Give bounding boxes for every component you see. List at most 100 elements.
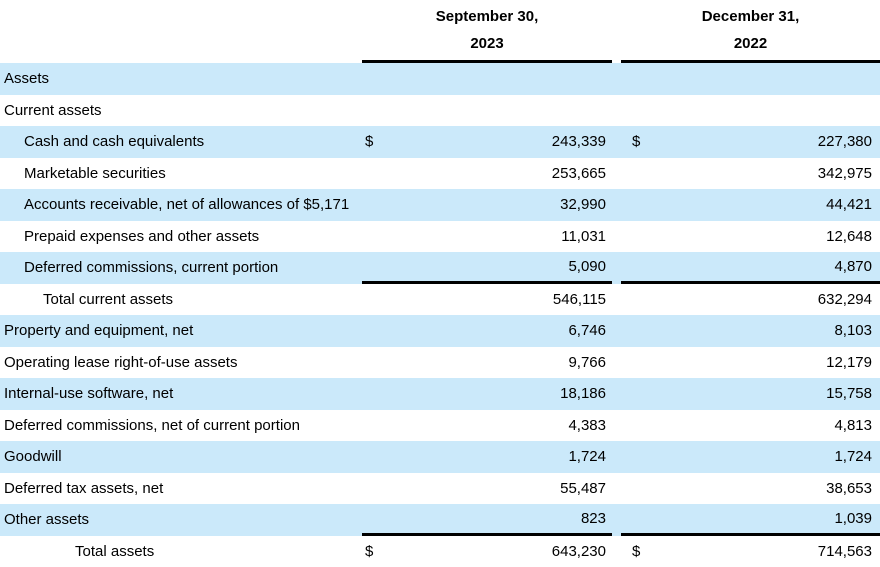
table-row: Assets <box>0 63 880 95</box>
amount-cell: 342,975 <box>621 158 880 190</box>
amount-cell: 1,724 <box>362 441 612 473</box>
column-gap <box>612 252 621 284</box>
amount-value: 12,648 <box>826 227 872 245</box>
column-gap <box>612 536 621 567</box>
amount-cell: 632,294 <box>621 284 880 316</box>
amount-value: 15,758 <box>826 385 872 403</box>
amount-value: 823 <box>580 509 606 527</box>
row-label: Internal-use software, net <box>4 385 174 403</box>
column-gap <box>612 63 621 95</box>
amount-cell: 32,990 <box>362 189 612 221</box>
amount-cell: $643,230 <box>362 536 612 567</box>
row-label: Operating lease right-of-use assets <box>4 353 238 371</box>
table-row: Total current assets 546,115 632,294 <box>0 284 880 316</box>
row-label: Total current assets <box>43 290 174 308</box>
amount-value: 1,724 <box>834 448 872 466</box>
amount-value: 38,653 <box>826 479 872 497</box>
amount-cell: 12,648 <box>621 221 880 253</box>
amount-cell: 12,179 <box>621 347 880 379</box>
table-row: Property and equipment, net 6,746 8,103 <box>0 315 880 347</box>
amount-cell: 11,031 <box>362 221 612 253</box>
amount-cell: 38,653 <box>621 473 880 505</box>
table-row: Total assets $643,230 $714,563 <box>0 536 880 567</box>
column-header-year-line: 2023 <box>470 35 504 52</box>
table-row: Deferred commissions, current portion 5,0… <box>0 252 880 284</box>
amount-cell: 5,090 <box>362 252 612 284</box>
amount-cell: 55,487 <box>362 473 612 505</box>
amount-value: 5,090 <box>568 257 606 275</box>
amount-cell: 253,665 <box>362 158 612 190</box>
amount-value: 11,031 <box>561 227 606 245</box>
table-row: Goodwill 1,724 1,724 <box>0 441 880 473</box>
row-label: Marketable securities <box>24 164 166 182</box>
amount-value: 9,766 <box>568 353 606 371</box>
amount-cell <box>621 63 880 95</box>
column-gap <box>612 95 621 127</box>
amount-value: 18,186 <box>560 385 606 403</box>
amount-cell: 1,039 <box>621 504 880 536</box>
amount-cell: 4,870 <box>621 252 880 284</box>
row-label: Deferred commissions, current portion <box>24 259 279 277</box>
column-gap <box>612 315 621 347</box>
column-gap <box>612 189 621 221</box>
row-label: Deferred commissions, net of current por… <box>4 416 300 434</box>
row-label: Accounts receivable, net of allowances o… <box>24 196 350 214</box>
amount-value: 6,746 <box>568 322 606 340</box>
column-header-date-line: September 30, <box>435 8 539 25</box>
amount-cell: 9,766 <box>362 347 612 379</box>
amount-value: 643,230 <box>551 542 606 560</box>
column-header-december-31-2022: December 31, 2022 <box>621 0 880 63</box>
amount-cell: 4,383 <box>362 410 612 442</box>
amount-cell <box>362 63 612 95</box>
table-body: Assets Current assets Cash and cash equiva… <box>0 63 880 567</box>
row-label: Deferred tax assets, net <box>4 479 164 497</box>
column-gap <box>612 441 621 473</box>
currency-symbol: $ <box>365 133 374 151</box>
amount-cell: $714,563 <box>621 536 880 567</box>
amount-value: 243,339 <box>551 133 606 151</box>
amount-value: 12,179 <box>826 353 872 371</box>
amount-value: 32,990 <box>560 196 606 214</box>
amount-value: 1,724 <box>568 448 606 466</box>
column-gap <box>612 504 621 536</box>
row-label: Cash and cash equivalents <box>24 133 205 151</box>
column-gap <box>612 473 621 505</box>
amount-cell <box>621 95 880 127</box>
amount-value: 4,870 <box>834 257 872 275</box>
amount-cell: 15,758 <box>621 378 880 410</box>
amount-cell: 8,103 <box>621 315 880 347</box>
amount-cell: $227,380 <box>621 126 880 158</box>
column-gap <box>612 126 621 158</box>
table-row: Marketable securities 253,665 342,975 <box>0 158 880 190</box>
currency-symbol: $ <box>632 542 641 560</box>
amount-value: 44,421 <box>826 196 872 214</box>
column-header-year-line: 2022 <box>733 35 768 52</box>
amount-value: 253,665 <box>551 164 606 182</box>
amount-value: 8,103 <box>834 322 872 340</box>
table-row: Accounts receivable, net of allowances o… <box>0 189 880 221</box>
table-row: Deferred tax assets, net 55,487 38,653 <box>0 473 880 505</box>
table-row: Operating lease right-of-use assets 9,766… <box>0 347 880 379</box>
amount-cell: 546,115 <box>362 284 612 316</box>
column-gap <box>612 378 621 410</box>
amount-value: 632,294 <box>817 290 872 308</box>
column-gap <box>612 158 621 190</box>
amount-cell: 18,186 <box>362 378 612 410</box>
row-label: Goodwill <box>4 448 62 466</box>
amount-cell: 1,724 <box>621 441 880 473</box>
table-row: Cash and cash equivalents $243,339 $227,38… <box>0 126 880 158</box>
currency-symbol: $ <box>632 133 641 151</box>
column-gap <box>612 347 621 379</box>
column-gap <box>612 0 621 63</box>
amount-cell: $243,339 <box>362 126 612 158</box>
column-gap <box>612 284 621 316</box>
amount-value: 4,813 <box>834 416 872 434</box>
row-label: Property and equipment, net <box>4 322 194 340</box>
amount-value: 227,380 <box>817 133 872 151</box>
column-header-september-30-2023: September 30, 2023 <box>362 0 612 63</box>
table-header: September 30, 2023 December 31, 2022 <box>0 0 880 63</box>
amount-value: 546,115 <box>552 290 606 308</box>
table-row: Deferred commissions, net of current por… <box>0 410 880 442</box>
amount-value: 1,039 <box>834 509 872 527</box>
row-label: Total assets <box>75 542 155 560</box>
